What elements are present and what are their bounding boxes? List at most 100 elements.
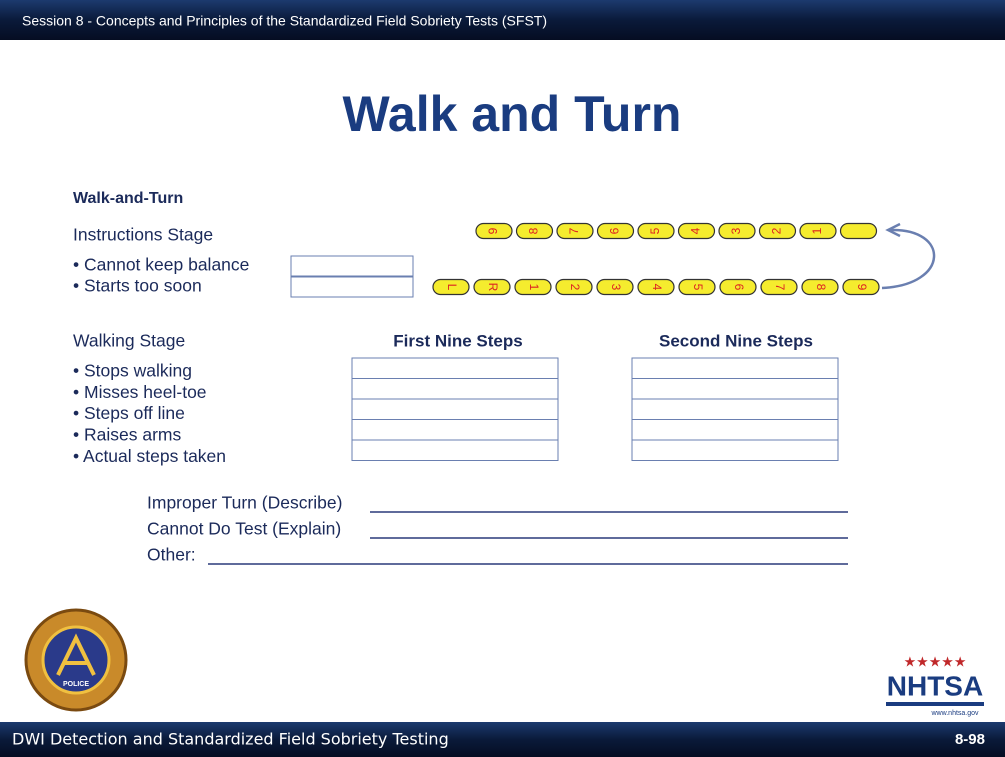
foot-shape bbox=[839, 222, 878, 240]
step-number: 9 bbox=[486, 227, 500, 234]
footprint: 4 bbox=[637, 278, 675, 296]
grid-cell bbox=[351, 378, 559, 400]
step-number: 3 bbox=[609, 284, 623, 291]
foot-shape bbox=[637, 222, 675, 240]
column-header: Second Nine Steps bbox=[659, 331, 813, 350]
grid-cell bbox=[351, 398, 559, 420]
foot-shape bbox=[637, 278, 675, 296]
criterion: • Raises arms bbox=[73, 425, 181, 445]
foot-shape bbox=[801, 278, 839, 296]
foot-shape bbox=[758, 222, 797, 240]
foot-shape bbox=[556, 222, 594, 240]
step-number: 8 bbox=[814, 284, 828, 291]
header-bar bbox=[0, 0, 1005, 40]
foot-shape bbox=[432, 278, 470, 296]
form-heading: Walk-and-Turn bbox=[73, 190, 183, 207]
grid-cell bbox=[351, 419, 559, 441]
footprint: 4 bbox=[677, 222, 716, 240]
grid-cell bbox=[631, 419, 839, 441]
criterion: • Cannot keep balance bbox=[73, 255, 249, 275]
footprint: 3 bbox=[718, 222, 756, 240]
step-number: R bbox=[486, 283, 500, 292]
footprint: 9 bbox=[842, 278, 880, 296]
footprint: 9 bbox=[475, 222, 513, 240]
criterion: • Starts too soon bbox=[73, 276, 202, 296]
page-number: 8-98 bbox=[955, 731, 985, 748]
criterion: • Actual steps taken bbox=[73, 446, 226, 466]
footprint: 5 bbox=[637, 222, 675, 240]
foot-shape bbox=[719, 278, 757, 296]
check-box bbox=[290, 276, 414, 298]
stage-label: Walking Stage bbox=[73, 331, 185, 351]
step-number: 2 bbox=[568, 284, 582, 291]
logo-url: www.nhtsa.gov bbox=[930, 710, 979, 717]
step-number: 1 bbox=[527, 284, 541, 291]
step-number: 7 bbox=[773, 284, 787, 291]
foot-shape bbox=[475, 222, 513, 240]
footprint: 3 bbox=[596, 278, 634, 296]
footprint: 1 bbox=[799, 222, 837, 240]
arrow-head bbox=[885, 222, 901, 238]
step-number: 6 bbox=[608, 227, 622, 234]
step-number: 2 bbox=[770, 227, 784, 234]
step-number: 4 bbox=[650, 284, 664, 291]
footer-course: DWI Detection and Standardized Field Sob… bbox=[12, 730, 449, 749]
foot-shape bbox=[596, 222, 635, 240]
criterion: • Steps off line bbox=[73, 403, 185, 423]
grid-cell bbox=[631, 398, 839, 420]
footprint: 8 bbox=[801, 278, 839, 296]
step-number: 3 bbox=[729, 227, 743, 234]
step-number: 1 bbox=[810, 227, 824, 234]
nhtsa-logo: ★★★★★ NHTSA www.nhtsa.gov bbox=[886, 654, 984, 717]
step-number: 5 bbox=[691, 284, 705, 291]
footprint: 7 bbox=[760, 278, 798, 296]
footprint: 8 bbox=[515, 222, 554, 240]
stage-label: Instructions Stage bbox=[73, 225, 213, 245]
iacp-logo: POLICE bbox=[24, 608, 128, 712]
check-box bbox=[290, 255, 414, 277]
note-label: Other: bbox=[147, 545, 196, 565]
grid-cell bbox=[351, 439, 559, 461]
note-label: Cannot Do Test (Explain) bbox=[147, 519, 341, 539]
grid-cell bbox=[631, 439, 839, 461]
grid-cell bbox=[631, 357, 839, 379]
note-label: Improper Turn (Describe) bbox=[147, 493, 342, 513]
foot-shape bbox=[514, 278, 552, 296]
step-number: 4 bbox=[689, 227, 703, 234]
column-header: First Nine Steps bbox=[393, 331, 522, 350]
session-title: Session 8 - Concepts and Principles of t… bbox=[22, 13, 547, 29]
foot-shape bbox=[473, 278, 511, 296]
footprint: 5 bbox=[678, 278, 716, 296]
criterion: • Stops walking bbox=[73, 361, 192, 381]
step-number: 9 bbox=[855, 284, 869, 291]
logo-text: POLICE bbox=[63, 681, 89, 688]
footprint: 2 bbox=[555, 278, 593, 296]
turn-arrow bbox=[881, 228, 936, 290]
logo-text: NHTSA bbox=[887, 670, 983, 701]
foot-shape bbox=[677, 222, 716, 240]
step-number: 7 bbox=[567, 227, 581, 234]
foot-shape bbox=[760, 278, 798, 296]
foot-shape bbox=[842, 278, 880, 296]
footprint: 6 bbox=[719, 278, 757, 296]
footprint: L bbox=[432, 278, 470, 296]
foot-shape bbox=[799, 222, 837, 240]
grid-cell bbox=[631, 378, 839, 400]
foot-shape bbox=[555, 278, 593, 296]
foot-shape bbox=[515, 222, 554, 240]
step-number: L bbox=[445, 284, 459, 291]
grid-cell bbox=[351, 357, 559, 379]
footprint: 7 bbox=[556, 222, 594, 240]
footprint: 2 bbox=[758, 222, 797, 240]
footer-bar bbox=[0, 722, 1005, 757]
footprint: R bbox=[473, 278, 511, 296]
step-number: 5 bbox=[648, 227, 662, 234]
footprint: 1 bbox=[514, 278, 552, 296]
step-number: 8 bbox=[527, 227, 541, 234]
footprint: 6 bbox=[596, 222, 635, 240]
foot-shape bbox=[718, 222, 756, 240]
footprint bbox=[839, 222, 878, 240]
criterion: • Misses heel-toe bbox=[73, 382, 207, 402]
step-number: 6 bbox=[732, 284, 746, 291]
